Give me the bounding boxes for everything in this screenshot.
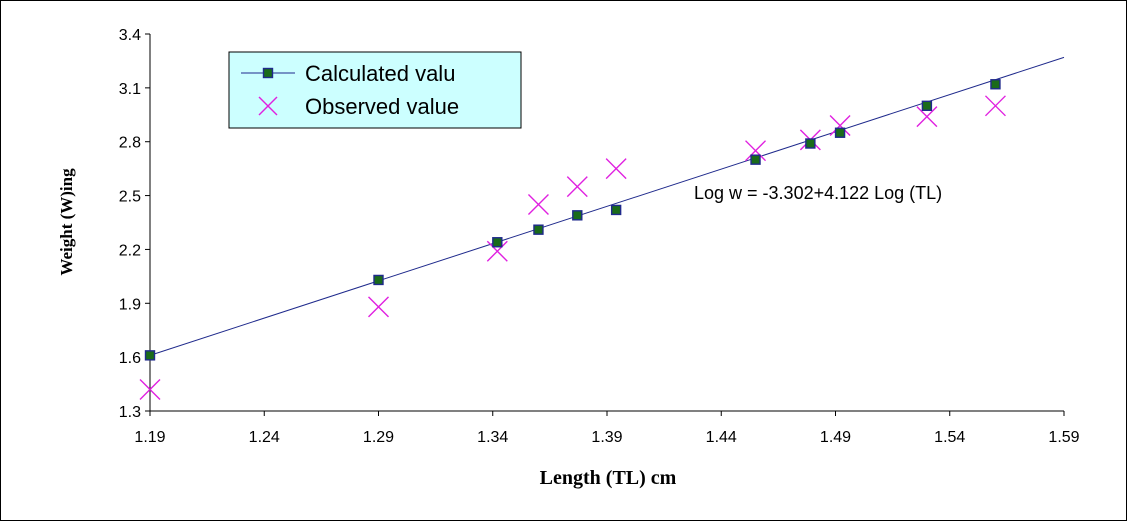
legend-item-calculated: Calculated valu [241,61,455,86]
calculated-point [373,274,384,286]
x-tick-label: 1.49 [820,429,851,446]
legend-box [228,51,522,129]
observed-point [745,140,767,162]
observed-point [527,194,549,216]
trend-line [149,56,1065,356]
y-tick-label: 1.3 [119,404,141,421]
x-axis-title: Length (TL) cm [540,467,677,489]
observed-point [139,378,161,400]
x-tick-label: 1.54 [934,429,965,446]
calculated-point [572,210,583,221]
observed-point [829,115,851,137]
y-axis-title: Weight (W)ing [57,168,76,276]
annotation-equation: Log w = -3.302+4.122 Log (TL) [694,183,942,203]
observed-point [486,240,508,262]
observed-point [566,176,588,198]
calculated-point [834,127,846,138]
x-tick-label: 1.44 [706,429,737,446]
x-tick-label: 1.19 [134,429,165,446]
y-tick-label: 2.5 [119,189,141,206]
observed-point [916,106,938,128]
observed-point [984,95,1006,117]
x-tick-label: 1.59 [1048,429,1079,446]
y-tick-label: 1.9 [119,296,141,313]
calculated-point [750,154,761,165]
legend-label: Calculated valu [305,61,455,86]
y-tick-label: 2.8 [119,135,141,152]
calculated-point [533,224,544,235]
x-tick-label: 1.24 [249,429,280,446]
legend-x-swatch [258,96,278,116]
calculated-point [990,79,1001,90]
calculated-point [492,237,503,248]
x-tick-label: 1.34 [477,429,508,446]
y-tick-label: 3.1 [119,81,141,98]
legend-item-observed: Observed value [258,94,459,119]
calculated-point [921,100,933,112]
calculated-point [610,204,622,216]
observed-point [368,296,389,318]
observed-point [605,158,627,180]
legend: Calculated valu Observed value [228,51,522,129]
calculated-point [144,350,156,361]
legend-square-swatch [262,67,274,79]
y-tick-label: 1.6 [119,350,141,367]
x-tick-label: 1.29 [363,429,394,446]
legend-label: Observed value [305,94,459,119]
calculated-point [805,138,816,149]
y-tick-label: 2.2 [119,242,141,259]
y-tick-label: 3.4 [119,27,141,44]
x-tick-label: 1.39 [591,429,622,446]
